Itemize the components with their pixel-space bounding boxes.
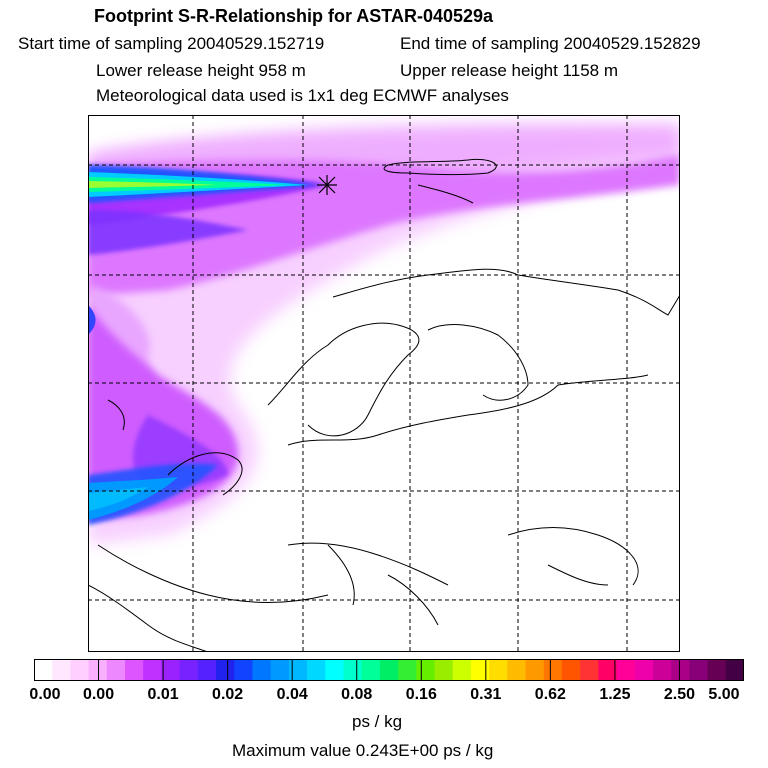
colorbar-segment [525, 659, 545, 681]
colorbar-tick-label: 0.08 [341, 686, 373, 703]
colorbar-tick-label: 2.50 [663, 686, 696, 703]
colorbar-tick-label: 0.62 [534, 686, 566, 703]
map-title: Footprint S-R-Relationship for ASTAR-040… [94, 6, 494, 26]
met-data-label: Meteorological data used is 1x1 deg ECMW… [96, 86, 509, 105]
colorbar-segment [398, 659, 417, 681]
colorbar-tick-label: 0.31 [470, 686, 502, 703]
colorbar-segment [216, 659, 235, 681]
colorbar-segment [725, 659, 744, 681]
colorbar-tick-label: 0.00 [82, 686, 115, 703]
colorbar-segment [234, 659, 253, 681]
colorbar-segment [70, 659, 90, 681]
colorbar-segment [598, 659, 618, 681]
colorbar-segment [543, 659, 563, 681]
max-value-label: Maximum value 0.243E+00 ps / kg [232, 741, 494, 760]
colorbar-segment [161, 659, 181, 681]
colorbar-segment [634, 659, 654, 681]
colorbar-segment [507, 659, 527, 681]
colorbar-segment [616, 659, 636, 681]
colorbar-segment [106, 659, 126, 681]
colorbar-segment [307, 659, 326, 681]
colorbar-segment [34, 659, 53, 681]
colorbar-segment [652, 659, 672, 681]
colorbar-segment [88, 659, 108, 681]
colorbar-tick-label: 5.00 [708, 686, 740, 703]
footprint-field [88, 124, 680, 545]
colorbar-frame [34, 659, 744, 681]
colorbar-segment [143, 659, 162, 681]
colorbar-tick-label: 0.02 [212, 686, 244, 703]
colorbar-segment [288, 659, 308, 681]
colorbar-segment [707, 659, 727, 681]
release-point-marker [317, 175, 337, 195]
colorbar-segment [361, 659, 381, 681]
colorbar-segment [561, 659, 581, 681]
colorbar-segment [452, 659, 472, 681]
colorbar-segment [125, 659, 144, 681]
colorbar-segment [252, 659, 272, 681]
colorbar-tick-label: 0.04 [276, 686, 308, 703]
colorbar-segment [179, 659, 199, 681]
start-time-label: Start time of sampling 20040529.152719 [18, 34, 325, 53]
colorbar-tick-label: 0.01 [147, 686, 179, 703]
end-time-label: End time of sampling 20040529.152829 [400, 34, 701, 53]
colorbar-unit-label: ps / kg [352, 712, 403, 731]
colorbar-segment [197, 659, 217, 681]
colorbar-segment [489, 659, 508, 681]
colorbar-segment [470, 659, 490, 681]
colorbar-segment [671, 659, 690, 681]
colorbar-segment [580, 659, 599, 681]
colorbar-segment [434, 659, 454, 681]
colorbar-segment [689, 659, 709, 681]
colorbar-segment [343, 659, 363, 681]
colorbar-segment [379, 659, 399, 681]
footprint-map [88, 115, 680, 652]
colorbar-segment [270, 659, 290, 681]
colorbar-segment [52, 659, 71, 681]
colorbar-segment [416, 659, 436, 681]
colorbar-segment [325, 659, 344, 681]
colorbar-tick-label: 1.25 [599, 686, 631, 703]
colorbar [34, 659, 744, 681]
graticule [88, 115, 680, 652]
lower-height-label: Lower release height 958 m [96, 61, 306, 80]
colorbar-tick-label: 0.16 [405, 686, 437, 703]
colorbar-tick-label: 0.00 [29, 686, 61, 703]
upper-height-label: Upper release height 1158 m [400, 61, 618, 80]
